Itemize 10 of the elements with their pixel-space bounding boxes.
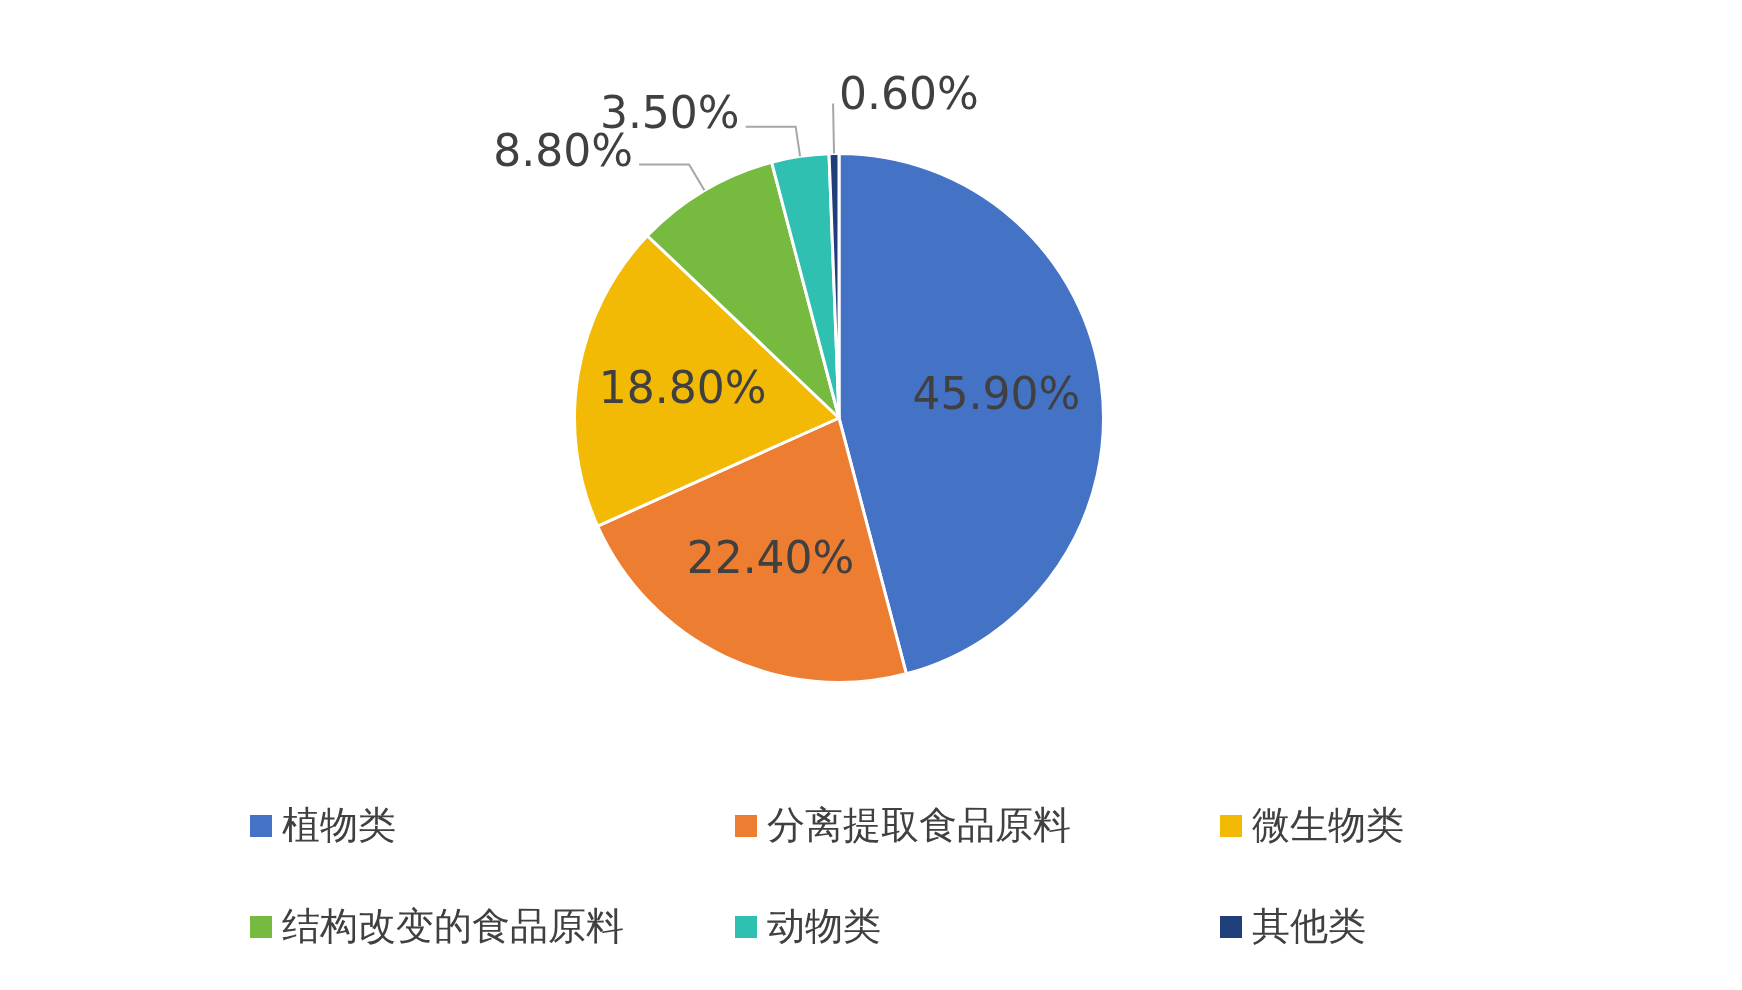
legend-label: 微生物类 [1252,802,1404,849]
legend-label: 分离提取食品原料 [767,802,1071,849]
data-label: 45.90% [912,368,1081,420]
legend-label: 其他类 [1252,903,1366,950]
legend-label: 动物类 [767,903,881,950]
legend-label: 植物类 [282,802,396,849]
legend-label: 结构改变的食品原料 [282,903,624,950]
data-label: 0.60% [839,67,979,119]
data-label: 22.40% [686,531,855,583]
data-label: 18.80% [598,361,767,413]
